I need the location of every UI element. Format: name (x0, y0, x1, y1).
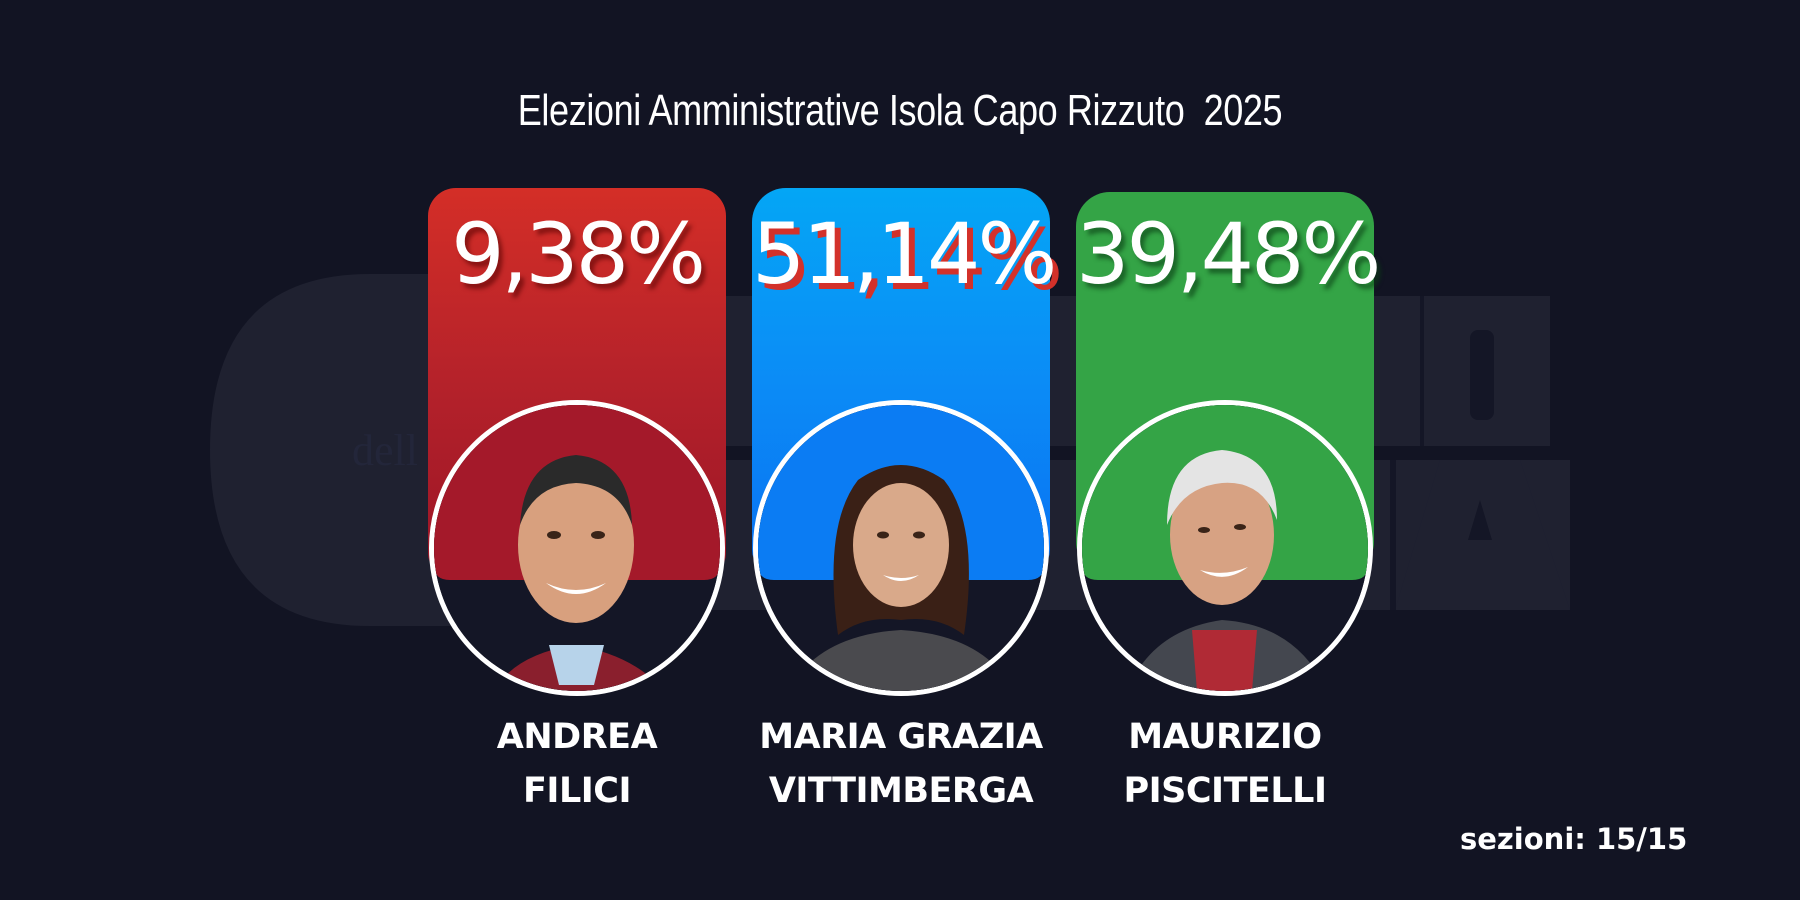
svg-text:dell: dell (352, 426, 418, 475)
sections-counter: sezioni: 15/15 (1460, 822, 1688, 856)
candidate-last-name: PISCITELLI (1123, 771, 1327, 811)
candidate-last-name: VITTIMBERGA (768, 771, 1034, 811)
percentage-value: 51,14% (752, 205, 1057, 303)
candidate-name: MARIA GRAZIA VITTIMBERGA (712, 710, 1090, 818)
percentage-value: 9,38% (451, 205, 706, 303)
candidate-first-name: MARIA GRAZIA (759, 717, 1043, 757)
candidate-first-name: ANDREA (496, 717, 658, 757)
candidate-name: MAURIZIO PISCITELLI (1036, 710, 1414, 818)
candidate-photo (753, 400, 1049, 696)
candidate-first-name: MAURIZIO (1128, 717, 1322, 757)
percentage-value: 39,48% (1076, 205, 1381, 303)
candidate-photo (1077, 400, 1373, 696)
page-title: Elezioni Amministrative Isola Capo Rizzu… (517, 86, 1283, 135)
candidate-last-name: FILICI (523, 771, 631, 811)
candidate-name: ANDREA FILICI (388, 710, 766, 818)
candidate-photo (429, 400, 725, 696)
